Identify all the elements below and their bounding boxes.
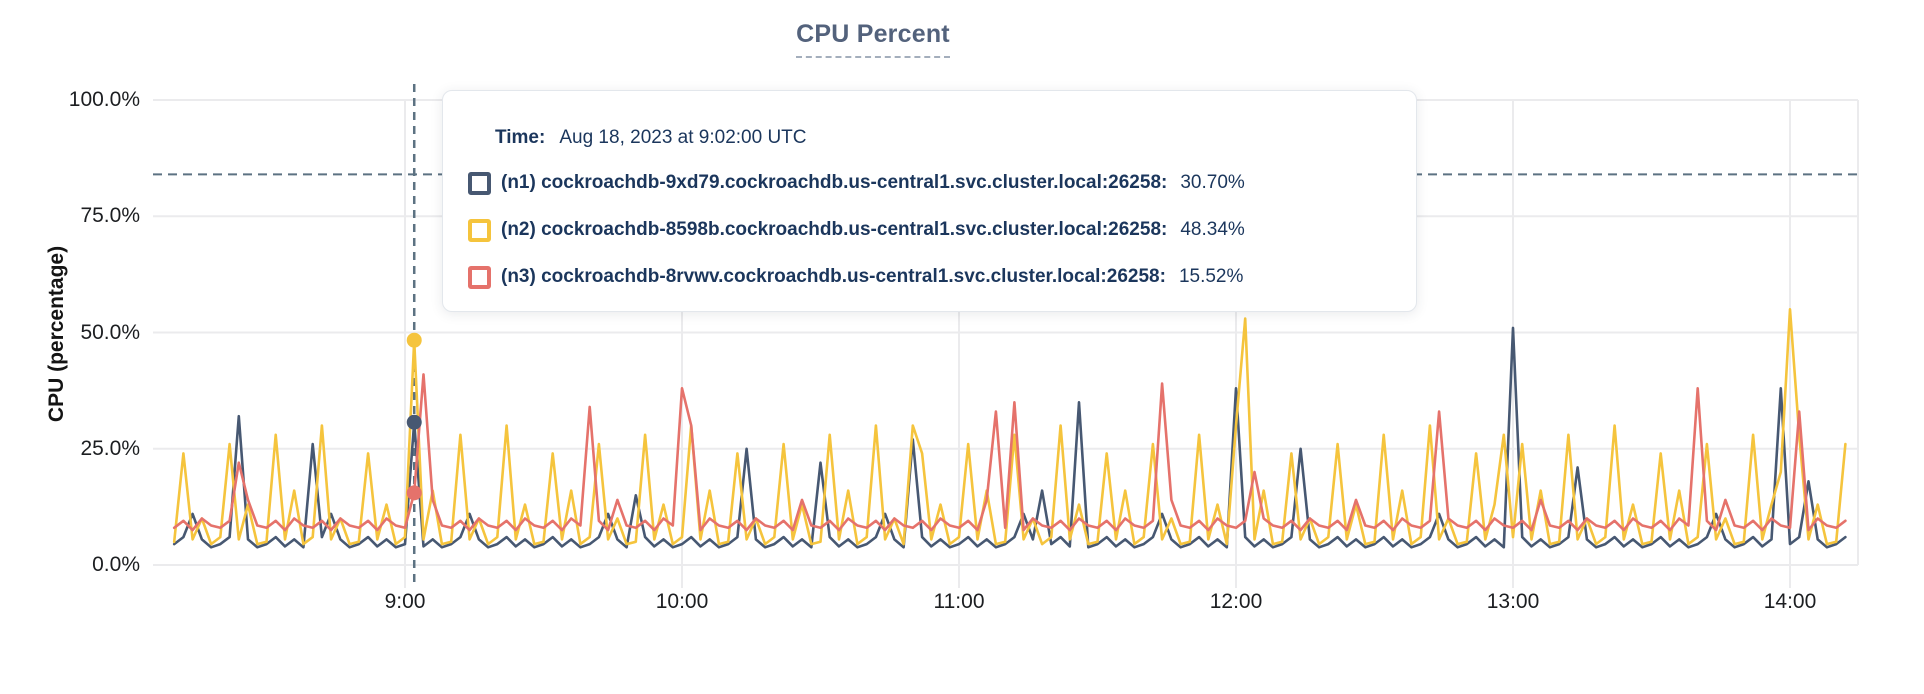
x-tick-label: 14:00 [1763, 590, 1817, 613]
series-line-n1 [172, 326, 1847, 549]
hover-dot-n2 [406, 332, 422, 348]
y-tick-label: 50.0% [80, 320, 140, 344]
series-line-n2 [172, 308, 1847, 546]
chart-title-text: CPU Percent [796, 20, 950, 58]
series-name: (n1) cockroachdb-9xd79.cockroachdb.us-ce… [501, 172, 1168, 193]
chart-title: CPU Percent [723, 20, 1023, 58]
series-swatch-icon [468, 218, 491, 242]
y-tick-label: 100.0% [68, 88, 140, 111]
hover-tooltip: Time: Aug 18, 2023 at 9:02:00 UTC (n1) co… [442, 90, 1417, 312]
x-tick-label: 9:00 [384, 590, 426, 613]
tooltip-time-row: Time: Aug 18, 2023 at 9:02:00 UTC [495, 124, 1392, 152]
series-value: 30.70% [1180, 172, 1245, 193]
tooltip-time-label: Time: [495, 127, 546, 148]
tooltip-series-row: (n1) cockroachdb-9xd79.cockroachdb.us-ce… [468, 169, 1392, 197]
tooltip-time-value: Aug 18, 2023 at 9:02:00 UTC [559, 127, 807, 148]
hover-dot-n3 [406, 485, 422, 501]
x-tick-label: 10:00 [655, 590, 709, 613]
y-tick-label: 75.0% [80, 204, 140, 228]
series-swatch-icon [468, 171, 491, 195]
series-name: (n2) cockroachdb-8598b.cockroachdb.us-ce… [501, 219, 1168, 240]
y-tick-label: 0.0% [92, 553, 140, 576]
y-tick-label: 25.0% [80, 436, 140, 460]
series-value: 48.34% [1180, 219, 1245, 240]
series-name: (n3) cockroachdb-8rvwv.cockroachdb.us-ce… [501, 266, 1166, 287]
series-swatch-icon [468, 265, 491, 289]
series-line-n3 [172, 373, 1847, 532]
x-tick-label: 11:00 [933, 590, 985, 613]
tooltip-series-row: (n2) cockroachdb-8598b.cockroachdb.us-ce… [468, 216, 1392, 244]
tooltip-series-row: (n3) cockroachdb-8rvwv.cockroachdb.us-ce… [468, 263, 1392, 291]
series-value: 15.52% [1178, 266, 1244, 287]
x-tick-label: 13:00 [1486, 590, 1540, 613]
hover-dot-n1 [406, 414, 422, 430]
x-tick-label: 12:00 [1209, 590, 1263, 613]
